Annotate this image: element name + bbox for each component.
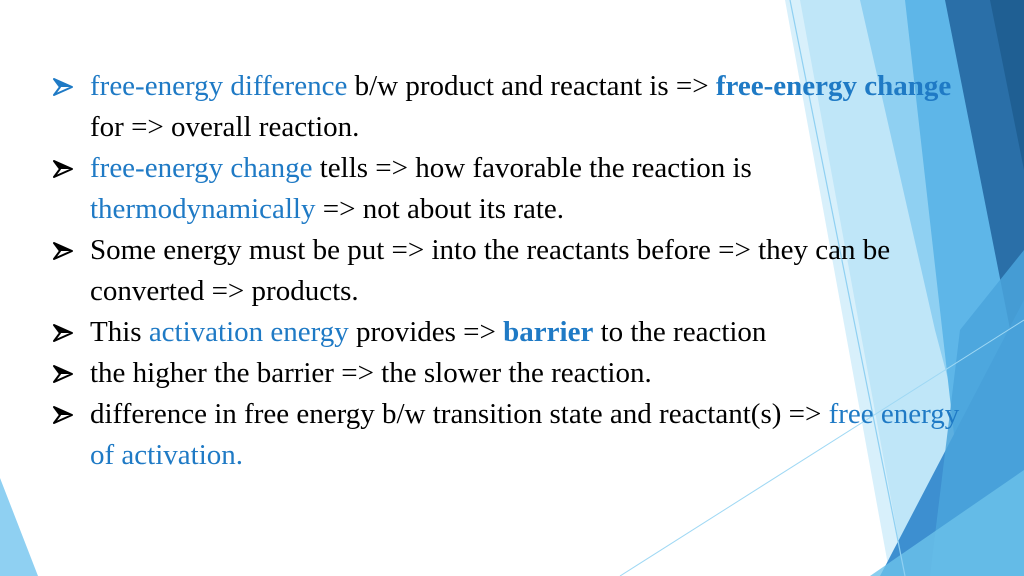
- bullet-text-run: tells => how favorable the reaction is: [312, 152, 752, 184]
- left-sliver-shape: [0, 478, 38, 576]
- arrow-bullet-icon: [53, 78, 73, 96]
- bullet-list: free-energy difference b/w product and r…: [52, 66, 962, 476]
- facet-bottom: [870, 470, 1024, 576]
- bullet-text-run: for => overall reaction.: [90, 111, 360, 143]
- arrow-bullet-icon: [53, 406, 73, 424]
- arrow-bullet-icon: [53, 160, 73, 178]
- bullet-text-run: provides =>: [348, 316, 504, 348]
- bullet-item: free-energy change tells => how favorabl…: [52, 148, 962, 230]
- bullet-text-run: b/w product and reactant is =>: [347, 70, 716, 102]
- bullet-item: difference in free energy b/w transition…: [52, 394, 962, 476]
- bullet-item: This activation energy provides => barri…: [52, 312, 962, 353]
- arrow-bullet-icon: [53, 324, 73, 342]
- bullet-text-run: barrier: [503, 316, 594, 348]
- bullet-text-run: activation energy: [148, 316, 349, 348]
- bullet-text-run: => not about its rate.: [315, 193, 565, 225]
- bullet-item: Some energy must be put => into the reac…: [52, 230, 962, 312]
- bullet-text-run: thermodynamically: [90, 193, 316, 225]
- bullet-item: the higher the barrier => the slower the…: [52, 353, 962, 394]
- bullet-text-run: to the reaction: [593, 316, 767, 348]
- bullet-text-run: free-energy change: [715, 70, 952, 102]
- bullet-text-run: difference in free energy b/w transition…: [90, 398, 829, 430]
- bullet-text-run: free-energy difference: [90, 70, 348, 102]
- arrow-bullet-icon: [53, 365, 73, 383]
- bullet-text-run: free energy of activation.: [90, 398, 960, 471]
- bullet-text-run: free-energy change: [90, 152, 313, 184]
- thin-line-b: [619, 319, 1024, 576]
- arrow-bullet-icon: [53, 242, 73, 260]
- thin-line-a: [789, 0, 906, 576]
- bullet-text-run: Some energy must be put => into the reac…: [90, 234, 891, 307]
- facet-deep: [990, 0, 1024, 170]
- bullet-item: free-energy difference b/w product and r…: [52, 66, 962, 148]
- bullet-text-run: the higher the barrier => the slower the…: [90, 357, 652, 389]
- bullet-text-run: This: [90, 316, 149, 348]
